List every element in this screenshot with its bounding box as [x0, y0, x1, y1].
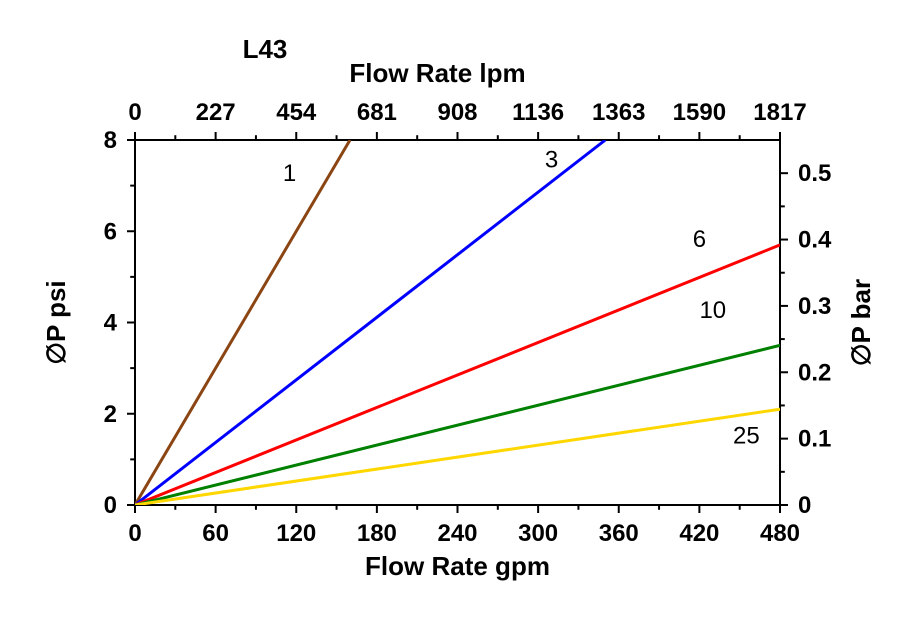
series-label-6: 6	[693, 226, 706, 253]
y-right-tick-label: 0.2	[798, 359, 831, 386]
series-label-3: 3	[545, 146, 558, 173]
chart-title-outside: L43	[243, 34, 288, 64]
series-label-25: 25	[733, 422, 760, 449]
y-right-tick-label: 0.5	[798, 160, 831, 187]
pressure-drop-chart: 0601201802403003604204800227454681908113…	[0, 0, 912, 639]
x-bottom-tick-label: 480	[760, 520, 800, 547]
y-left-label: ∅P psi	[41, 280, 71, 364]
y-left-tick-label: 6	[104, 218, 117, 245]
series-label-1: 1	[283, 160, 296, 187]
x-bottom-tick-label: 120	[276, 520, 316, 547]
x-bottom-tick-label: 420	[679, 520, 719, 547]
y-right-tick-label: 0	[798, 492, 811, 519]
chart-svg: 0601201802403003604204800227454681908113…	[0, 0, 912, 639]
series-label-10: 10	[699, 297, 726, 324]
x-bottom-tick-label: 60	[202, 520, 229, 547]
x-top-tick-label: 227	[196, 99, 236, 126]
y-right-label: ∅P bar	[846, 279, 876, 366]
y-left-tick-label: 8	[104, 127, 117, 154]
x-top-tick-label: 1136	[512, 99, 564, 126]
y-left-tick-label: 2	[104, 401, 117, 428]
y-right-tick-label: 0.3	[798, 293, 831, 320]
x-top-tick-label: 1363	[592, 99, 645, 126]
x-top-tick-label: 0	[128, 99, 141, 126]
x-bottom-tick-label: 300	[518, 520, 558, 547]
x-bottom-tick-label: 0	[128, 520, 141, 547]
x-bottom-tick-label: 360	[599, 520, 639, 547]
x-top-tick-label: 454	[276, 99, 317, 126]
x-top-tick-label: 681	[357, 99, 397, 126]
x-top-tick-label: 1817	[753, 99, 806, 126]
x-bottom-label: Flow Rate gpm	[365, 551, 550, 581]
y-left-tick-label: 4	[104, 310, 118, 337]
x-bottom-tick-label: 240	[437, 520, 477, 547]
y-right-tick-label: 0.4	[798, 227, 832, 254]
y-right-tick-label: 0.1	[798, 426, 831, 453]
x-top-tick-label: 1590	[673, 99, 726, 126]
x-top-label: Flow Rate lpm	[349, 58, 525, 88]
y-left-tick-label: 0	[104, 492, 117, 519]
x-top-tick-label: 908	[437, 99, 477, 126]
x-bottom-tick-label: 180	[357, 520, 397, 547]
